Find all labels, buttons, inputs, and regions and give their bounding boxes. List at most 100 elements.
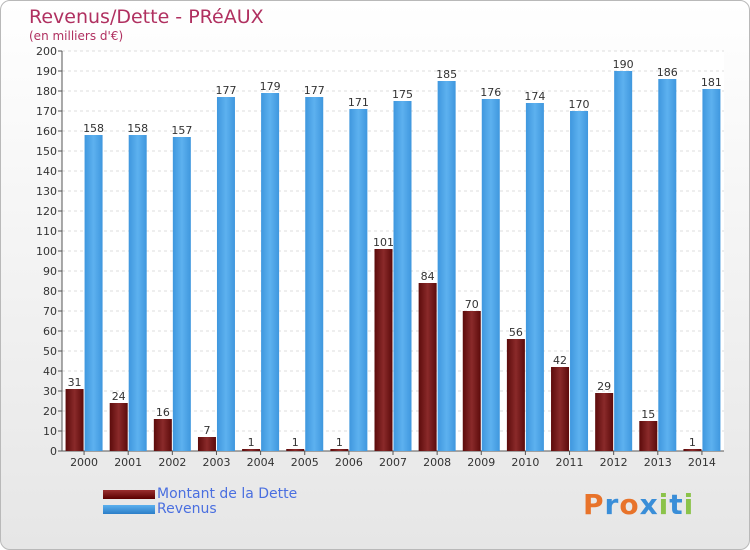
y-tick-label: 200	[36, 45, 57, 58]
x-tick-label: 2007	[379, 456, 407, 469]
bar-revenue	[614, 71, 633, 451]
bar-debt	[418, 283, 437, 451]
bar-debt	[683, 449, 702, 451]
y-tick-label: 190	[36, 65, 57, 78]
bar-revenue	[393, 101, 412, 451]
legend-label-debt: Montant de la Dette	[157, 486, 298, 502]
data-label-debt: 15	[641, 408, 655, 421]
legend-swatch-debt	[103, 490, 155, 499]
data-label-debt: 7	[203, 424, 210, 437]
data-label-debt: 31	[68, 376, 82, 389]
data-label-revenue: 186	[657, 66, 678, 79]
y-tick-label: 70	[43, 305, 57, 318]
y-tick-label: 130	[36, 185, 57, 198]
data-label-revenue: 190	[613, 58, 634, 71]
logo-letter: t	[669, 488, 684, 521]
bars	[65, 71, 721, 451]
logo-letter: P	[583, 488, 605, 521]
y-tick-label: 160	[36, 125, 57, 138]
y-tick-label: 180	[36, 85, 57, 98]
logo-letter: i	[658, 488, 670, 521]
x-tick-label: 2001	[114, 456, 142, 469]
x-tick-label: 2002	[158, 456, 186, 469]
bar-revenue	[658, 79, 677, 451]
grid-lines	[62, 50, 724, 452]
x-tick-label: 2000	[70, 456, 98, 469]
y-tick-label: 40	[43, 365, 57, 378]
data-label-revenue: 170	[569, 98, 590, 111]
data-label-revenue: 175	[392, 88, 413, 101]
y-tick-label: 80	[43, 285, 57, 298]
y-tick-label: 20	[43, 405, 57, 418]
y-tick-label: 30	[43, 385, 57, 398]
y-tick-label: 60	[43, 325, 57, 338]
y-tick-label: 150	[36, 145, 57, 158]
data-label-revenue: 158	[127, 122, 148, 135]
x-tick-label: 2004	[247, 456, 275, 469]
legend-swatch-revenue	[103, 505, 155, 514]
y-tick-label: 0	[50, 445, 57, 458]
bar-debt	[551, 367, 570, 451]
data-label-revenue: 177	[215, 84, 236, 97]
y-tick-label: 140	[36, 165, 57, 178]
data-label-debt: 1	[336, 436, 343, 449]
data-label-debt: 1	[248, 436, 255, 449]
data-label-revenue: 176	[480, 86, 501, 99]
logo-letter: x	[639, 488, 659, 521]
data-label-revenue: 171	[348, 96, 369, 109]
bar-revenue	[305, 97, 324, 451]
data-label-revenue: 181	[701, 76, 722, 89]
bar-debt	[330, 449, 349, 451]
bar-revenue	[349, 109, 368, 451]
bar-revenue	[128, 135, 147, 451]
x-tick-label: 2010	[511, 456, 539, 469]
legend-label-revenue: Revenus	[157, 501, 217, 517]
x-tick-label: 2011	[556, 456, 584, 469]
data-label-debt: 1	[292, 436, 299, 449]
y-tick-label: 90	[43, 265, 57, 278]
y-tick-label: 110	[36, 225, 57, 238]
bar-debt	[65, 389, 84, 451]
y-tick-label: 50	[43, 345, 57, 358]
logo-letter: o	[619, 488, 640, 521]
data-label-revenue: 174	[524, 90, 545, 103]
bar-revenue	[570, 111, 589, 451]
bar-revenue	[702, 89, 721, 451]
x-tick-label: 2006	[335, 456, 363, 469]
bar-revenue	[84, 135, 103, 451]
x-tick-label: 2008	[423, 456, 451, 469]
labels: 0 10 20 30 40 50 60 70 80 90 100 110 120 130 140 150 160…	[36, 45, 722, 469]
bar-debt	[109, 403, 128, 451]
bar-debt	[639, 421, 658, 451]
x-tick-label: 2009	[467, 456, 495, 469]
bar-debt	[286, 449, 305, 451]
bar-debt	[462, 311, 481, 451]
x-tick-label: 2003	[202, 456, 230, 469]
chart-title: Revenus/Dette - PRéAUX	[29, 6, 264, 28]
y-tick-label: 10	[43, 425, 57, 438]
data-label-debt: 56	[509, 326, 523, 339]
data-label-debt: 84	[421, 270, 435, 283]
chart-subtitle: (en milliers d'€)	[29, 29, 124, 43]
bar-revenue	[172, 137, 191, 451]
bar-debt	[197, 437, 216, 451]
x-tick-label: 2005	[291, 456, 319, 469]
logo-letter: r	[604, 488, 620, 521]
bar-debt	[242, 449, 261, 451]
bar-debt	[595, 393, 614, 451]
y-tick-label: 100	[36, 245, 57, 258]
bar-debt	[506, 339, 525, 451]
x-tick-label: 2013	[644, 456, 672, 469]
data-label-revenue: 179	[260, 80, 281, 93]
bar-debt	[374, 249, 393, 451]
data-label-revenue: 157	[171, 124, 192, 137]
data-label-revenue: 185	[436, 68, 457, 81]
x-tick-label: 2012	[600, 456, 628, 469]
bar-revenue	[437, 81, 456, 451]
y-tick-label: 170	[36, 105, 57, 118]
data-label-debt: 24	[112, 390, 126, 403]
data-label-debt: 1	[689, 436, 696, 449]
data-label-debt: 101	[373, 236, 394, 249]
